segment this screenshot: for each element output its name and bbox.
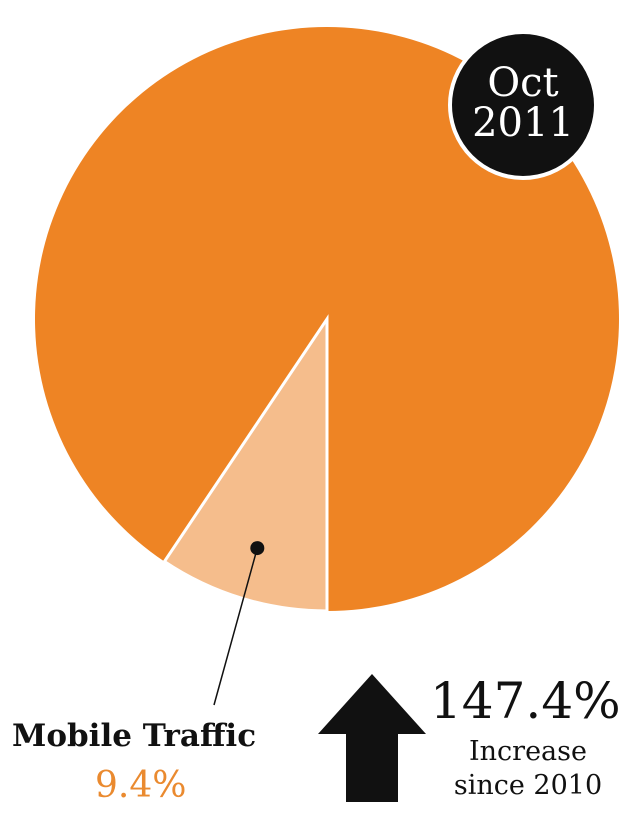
increase-label-line1: Increase <box>469 736 587 767</box>
period-badge: Oct 2011 <box>448 30 598 180</box>
increase-value: 147.4% <box>430 672 621 730</box>
up-arrow-icon <box>318 674 426 802</box>
increase-label-line2: since 2010 <box>453 770 603 801</box>
mobile-traffic-label: Mobile Traffic <box>12 718 257 754</box>
pie-slices <box>34 26 619 613</box>
period-year: 2011 <box>472 100 574 146</box>
leader-line <box>213 547 259 706</box>
period-month: Oct <box>487 60 559 106</box>
mobile-traffic-value: 9.4% <box>95 765 187 806</box>
leader-dot <box>250 541 265 556</box>
pie-slice-mobile <box>162 314 329 613</box>
